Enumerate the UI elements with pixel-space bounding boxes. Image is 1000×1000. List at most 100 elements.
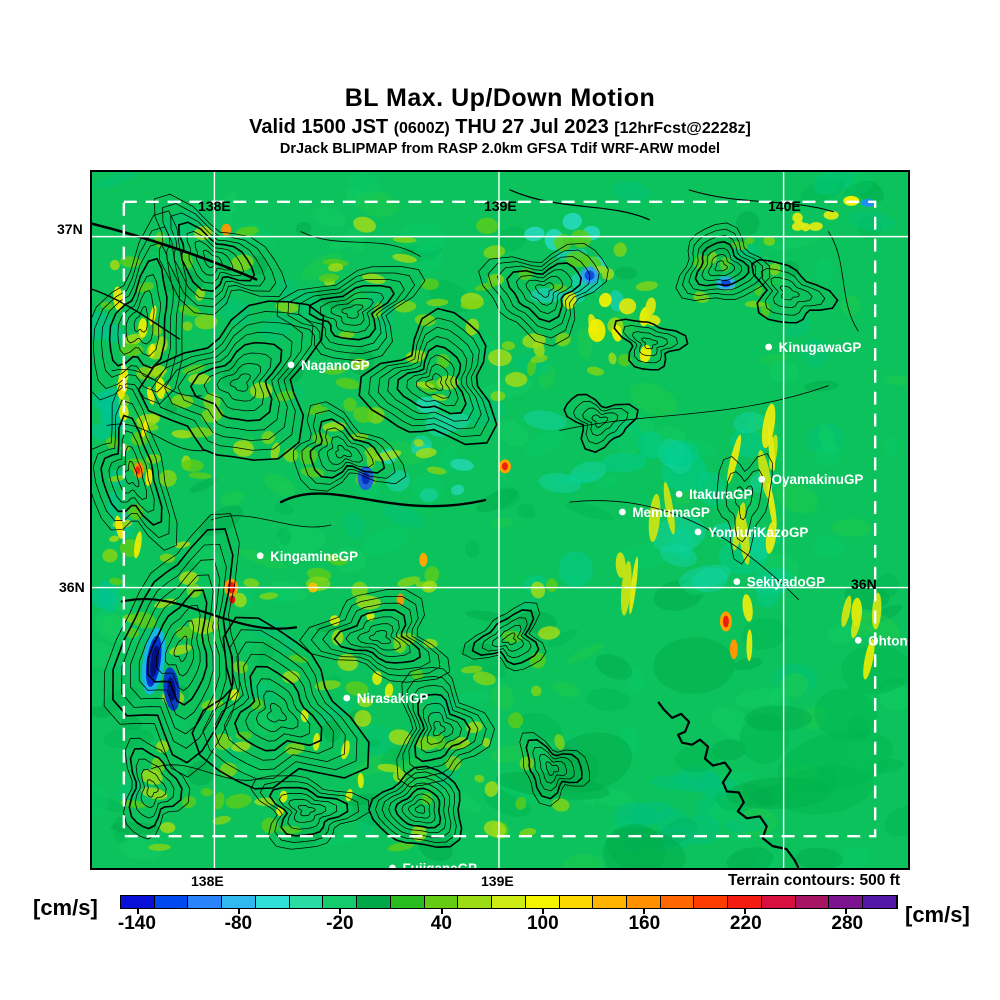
colorbar-tick-label: -80 bbox=[224, 913, 253, 934]
forecast-map: NaganoGP KinugawaGP OyamakinuGP ItakuraGP Me… bbox=[90, 170, 910, 870]
site-label: YomiuriKazoGP bbox=[708, 525, 808, 540]
colorbar-tick-label: 160 bbox=[628, 913, 661, 934]
site-marker-sekiyadogp: SekiyadoGP bbox=[733, 575, 825, 590]
colorbar-cell-13 bbox=[559, 896, 594, 908]
site-label: NirasakiGP bbox=[357, 691, 429, 706]
colorbar-cell-11 bbox=[492, 896, 526, 908]
site-marker-oyamakinugp: OyamakinuGP bbox=[758, 472, 863, 487]
coastline bbox=[657, 701, 800, 868]
page-title: BL Max. Up/Down Motion bbox=[344, 84, 656, 112]
valid-time: Valid 1500 JST bbox=[249, 115, 389, 138]
colorbar-cell-12 bbox=[525, 896, 560, 908]
colorbar-tick-label: 280 bbox=[831, 913, 864, 934]
map-canvas: NaganoGP KinugawaGP OyamakinuGP ItakuraGP Me… bbox=[92, 172, 908, 868]
colorbar-cell-1 bbox=[154, 896, 189, 908]
colorbar-cell-4 bbox=[255, 896, 290, 908]
grid-label-139e-bottom: 139E bbox=[481, 873, 514, 889]
colorbar-cell-6 bbox=[323, 896, 358, 908]
colorbar-cell-21 bbox=[829, 896, 864, 908]
terrain-note: Terrain contours: 500 ft bbox=[728, 872, 900, 889]
color-scale-ticks: -140 -80 -20 40 100 160 220 280 bbox=[117, 913, 898, 939]
grid-label-140e-top: 140E bbox=[768, 198, 801, 214]
site-dot bbox=[758, 475, 766, 483]
site-marker-naganogp: NaganoGP bbox=[287, 358, 370, 373]
colorbar-tick-mark bbox=[136, 909, 139, 914]
site-label: NaganoGP bbox=[301, 358, 370, 373]
site-dot bbox=[733, 578, 741, 586]
colorbar-cell-16 bbox=[660, 896, 695, 908]
colorbar-tick-mark bbox=[339, 909, 342, 914]
site-dot bbox=[256, 552, 264, 560]
site-label: OyamakinuGP bbox=[772, 472, 864, 487]
colorbar-tick-label: -140 bbox=[117, 913, 156, 934]
grid-label-37n-left: 37N bbox=[57, 221, 83, 237]
colorbar-cell-3 bbox=[222, 896, 256, 908]
site-dot bbox=[765, 343, 773, 351]
colorbar-tick-label: 40 bbox=[430, 913, 452, 934]
site-label: KingamineGP bbox=[270, 549, 358, 564]
latlon-grid bbox=[92, 172, 908, 868]
unit-label-right: [cm/s] bbox=[905, 902, 970, 927]
colorbar-tick-mark bbox=[744, 909, 747, 914]
colorbar-cell-19 bbox=[761, 896, 796, 908]
site-markers: NaganoGP KinugawaGP OyamakinuGP ItakuraGP Me… bbox=[256, 340, 908, 868]
valid-time-line: Valid 1500 JST (0600Z) THU 27 Jul 2023 [… bbox=[0, 116, 1000, 139]
colorbar-cell-8 bbox=[390, 896, 425, 908]
colorbar-tick-mark bbox=[845, 909, 848, 914]
terrain-contours bbox=[92, 193, 839, 850]
site-dot bbox=[389, 864, 396, 868]
grid-label-36n-left: 36N bbox=[59, 579, 85, 595]
site-label: MemumaGP bbox=[632, 505, 710, 520]
map-header: BL Max. Up/Down Motion Valid 1500 JST (0… bbox=[0, 84, 1000, 157]
site-label: FujiganeGP bbox=[402, 861, 477, 868]
grid-label-138e-bottom: 138E bbox=[191, 873, 224, 889]
grid-label-138e-top: 138E bbox=[198, 198, 231, 214]
site-label: ItakuraGP bbox=[689, 487, 752, 502]
site-dot bbox=[287, 361, 295, 369]
site-marker-kinugawagp: KinugawaGP bbox=[765, 340, 861, 355]
site-marker-memumagp: MemumaGP bbox=[619, 505, 710, 520]
site-dot bbox=[619, 508, 626, 516]
valid-zulu: (0600Z) bbox=[393, 119, 450, 137]
colorbar-cell-10 bbox=[458, 896, 493, 908]
colorbar-tick-label: 220 bbox=[729, 913, 762, 934]
site-marker-fujiganegp: FujiganeGP bbox=[389, 861, 477, 868]
site-marker-yomiurikazogp: YomiuriKazoGP bbox=[694, 525, 808, 540]
colorbar-cell-0 bbox=[121, 896, 155, 908]
site-marker-ohtonegp: OhtoneGP bbox=[854, 633, 908, 648]
colorbar-cell-14 bbox=[593, 896, 628, 908]
colorbar-cell-15 bbox=[627, 896, 661, 908]
site-dot bbox=[854, 636, 862, 644]
colorbar-cell-20 bbox=[795, 896, 830, 908]
colorbar-cell-22 bbox=[863, 896, 897, 908]
valid-date: THU 27 Jul 2023 bbox=[455, 115, 609, 138]
colorbar-cell-7 bbox=[357, 896, 391, 908]
forecast-tag: [12hrFcst@2228z] bbox=[614, 119, 751, 137]
site-dot bbox=[343, 694, 351, 702]
site-label: KinugawaGP bbox=[779, 340, 862, 355]
site-marker-itakuragp: ItakuraGP bbox=[675, 487, 752, 502]
colorbar-cell-17 bbox=[694, 896, 729, 908]
colorbar-cell-9 bbox=[424, 896, 459, 908]
site-dot bbox=[675, 490, 683, 498]
site-marker-kingaminegp: KingamineGP bbox=[256, 549, 358, 564]
colorbar-tick-label: 100 bbox=[526, 913, 559, 934]
colorbar-cell-2 bbox=[188, 896, 223, 908]
site-marker-nirasakigp: NirasakiGP bbox=[343, 691, 428, 706]
colorbar-tick-mark bbox=[541, 909, 544, 914]
grid-label-36n-right-inner: 36N bbox=[851, 576, 877, 592]
inner-domain-box bbox=[122, 200, 877, 838]
grid-label-139e-top: 139E bbox=[484, 198, 517, 214]
unit-label-left: [cm/s] bbox=[33, 895, 98, 920]
colorbar-tick-mark bbox=[642, 909, 645, 914]
color-scale-bar bbox=[120, 895, 898, 914]
colorbar-tick-mark bbox=[440, 909, 443, 914]
colorbar-cell-18 bbox=[728, 896, 762, 908]
model-line: DrJack BLIPMAP from RASP 2.0km GFSA Tdif… bbox=[279, 140, 721, 157]
site-label: OhtoneGP bbox=[868, 633, 908, 648]
colorbar-tick-mark bbox=[238, 909, 241, 914]
site-dot bbox=[694, 528, 702, 536]
colorbar-tick-label: -20 bbox=[326, 913, 354, 934]
colorbar-cell-5 bbox=[289, 896, 324, 908]
site-label: SekiyadoGP bbox=[747, 575, 825, 590]
